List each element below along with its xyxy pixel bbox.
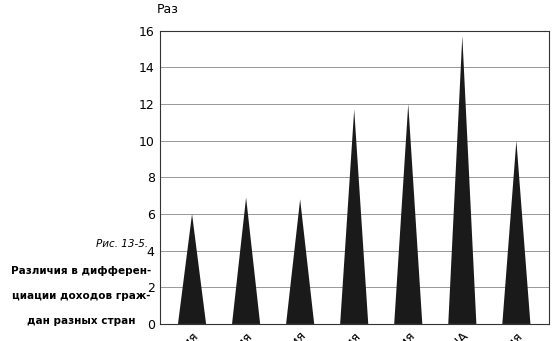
Text: циации доходов граж-: циации доходов граж-: [12, 291, 151, 301]
Polygon shape: [394, 104, 422, 324]
Text: Различия в дифферен-: Различия в дифферен-: [11, 266, 151, 276]
Text: дан разных стран: дан разных стран: [27, 316, 136, 326]
Text: Раз: Раз: [157, 3, 179, 16]
Polygon shape: [286, 199, 314, 324]
Polygon shape: [178, 214, 206, 324]
Text: Рис. 13-5.: Рис. 13-5.: [96, 239, 148, 249]
Polygon shape: [232, 197, 260, 324]
Polygon shape: [502, 140, 530, 324]
Polygon shape: [340, 109, 368, 324]
Polygon shape: [448, 36, 477, 324]
